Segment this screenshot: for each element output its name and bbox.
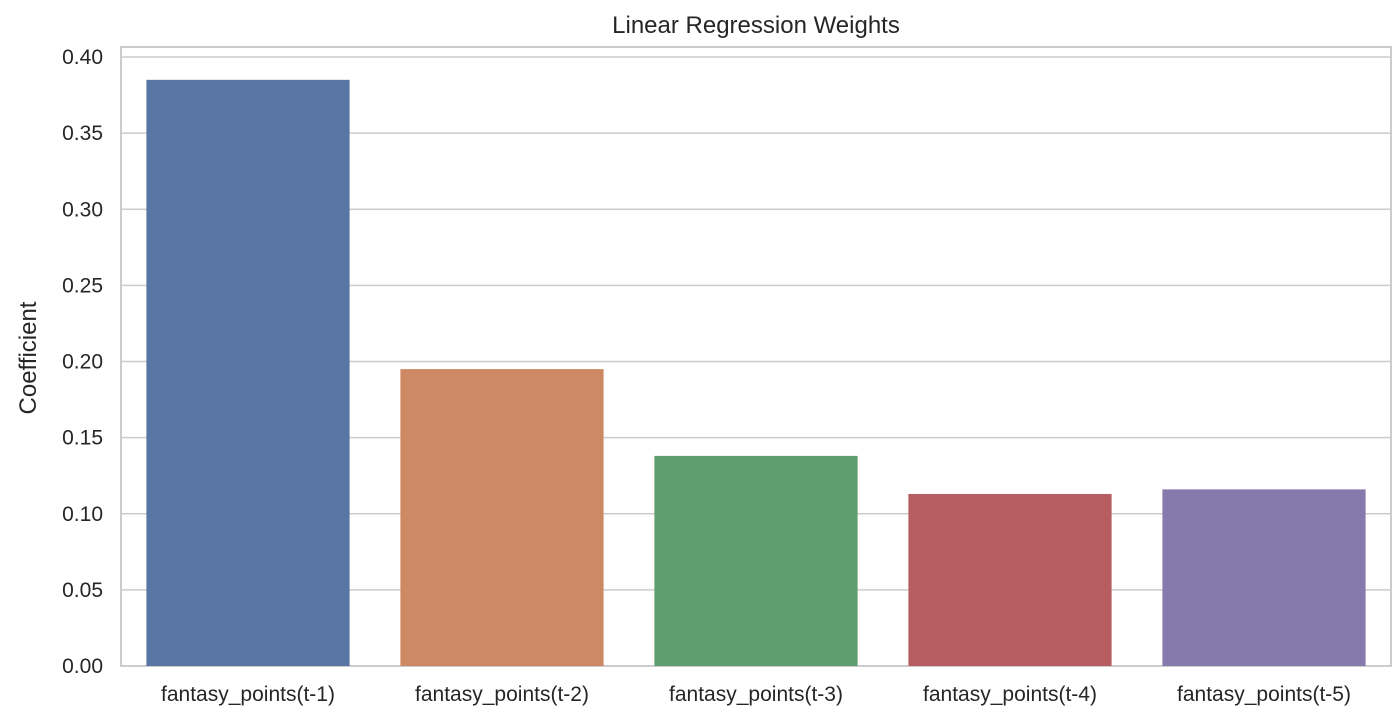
y-tick-label: 0.05 (62, 579, 103, 602)
bar-4 (908, 493, 1112, 666)
y-tick-label: 0.30 (62, 198, 103, 221)
y-tick-label: 0.40 (62, 46, 103, 69)
bar-2 (400, 369, 604, 666)
y-tick-label: 0.35 (62, 122, 103, 145)
bars (146, 79, 1366, 666)
y-tick-label: 0.00 (62, 655, 103, 678)
bar-3 (654, 455, 858, 666)
bar-1 (146, 79, 350, 666)
y-tick-labels: 0.00 0.05 0.10 0.15 0.20 0.25 0.30 0.35 0.40 (62, 46, 103, 678)
y-tick-label: 0.25 (62, 274, 103, 297)
y-axis-label: Coefficient (15, 301, 42, 414)
x-tick-label: fantasy_points(t-2) (415, 683, 589, 706)
chart-title: Linear Regression Weights (612, 12, 900, 39)
x-tick-labels: fantasy_points(t-1) fantasy_points(t-2) fa… (161, 683, 1351, 706)
x-tick-label: fantasy_points(t-1) (161, 683, 335, 706)
bar-5 (1162, 489, 1366, 666)
x-tick-label: fantasy_points(t-3) (669, 683, 843, 706)
y-tick-label: 0.20 (62, 351, 103, 374)
x-tick-label: fantasy_points(t-4) (923, 683, 1097, 706)
x-tick-label: fantasy_points(t-5) (1177, 683, 1351, 706)
y-tick-label: 0.15 (62, 427, 103, 450)
y-tick-label: 0.10 (62, 503, 103, 526)
